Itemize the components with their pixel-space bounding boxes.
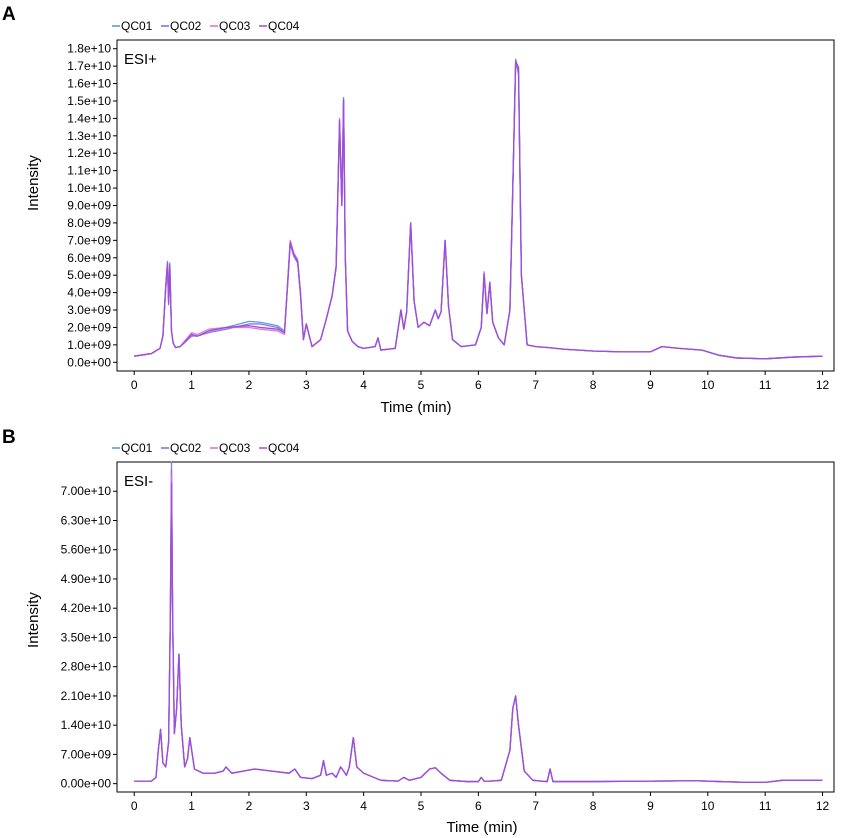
x-tick-label: 0	[131, 378, 138, 392]
x-tick-label: 2	[246, 799, 253, 813]
legend-entry: QC03	[219, 441, 251, 455]
y-tick-label: 1.40e+10	[61, 718, 112, 732]
legend-entry: QC01	[121, 19, 153, 33]
x-axis: 0 1 2 3 4 5 6 7 8 9 10 11 12	[131, 792, 830, 813]
legend-entry: QC02	[170, 19, 202, 33]
x-tick-label: 1	[188, 799, 195, 813]
y-tick-label: 1.5e+10	[67, 94, 111, 108]
x-tick-label: 7	[532, 378, 539, 392]
y-tick-label: 8.0e+09	[67, 216, 111, 230]
y-tick-label: 6.30e+10	[61, 513, 112, 527]
panel-label: A	[2, 4, 16, 25]
y-tick-label: 7.0e+09	[67, 233, 111, 247]
plot-frame	[116, 39, 835, 372]
panel-a: A QC01 QC02 QC03 QC04 ESI+ 0.0e+00 1.0e+09 2.…	[2, 4, 835, 416]
x-tick-label: 0	[131, 799, 138, 813]
series-line-qc02	[134, 62, 823, 360]
x-tick-label: 3	[303, 799, 310, 813]
legend-entry: QC01	[121, 441, 153, 455]
legend: QC01 QC02 QC03 QC04	[112, 441, 300, 455]
y-tick-label: 2.10e+10	[61, 689, 112, 703]
series-line-qc04	[134, 60, 823, 360]
series-line-qc01	[134, 58, 823, 360]
x-tick-label: 8	[590, 378, 597, 392]
y-tick-label: 4.20e+10	[61, 601, 112, 615]
x-tick-label: 1	[188, 378, 195, 392]
y-tick-label: 1.4e+10	[67, 111, 111, 125]
x-tick-label: 5	[418, 378, 425, 392]
y-tick-label: 1.7e+10	[67, 59, 111, 73]
x-tick-label: 12	[816, 799, 830, 813]
x-tick-label: 6	[475, 799, 482, 813]
y-tick-label: 3.0e+09	[67, 303, 111, 317]
ionization-mode-label: ESI+	[124, 51, 157, 68]
x-tick-label: 10	[701, 378, 715, 392]
y-tick-label: 7.00e+10	[61, 484, 112, 498]
legend-entry: QC04	[268, 19, 300, 33]
y-tick-label: 5.0e+09	[67, 268, 111, 282]
y-tick-label: 3.50e+10	[61, 630, 112, 644]
x-tick-label: 10	[701, 799, 715, 813]
x-tick-label: 11	[759, 378, 772, 392]
series-line-qc01	[134, 469, 823, 784]
y-tick-label: 2.80e+10	[61, 660, 112, 674]
panel-label: B	[2, 427, 16, 448]
y-tick-label: 0.00e+00	[61, 777, 112, 791]
x-tick-label: 5	[418, 799, 425, 813]
series-line-qc02	[134, 461, 823, 784]
y-axis-title: Intensity	[25, 155, 42, 211]
y-tick-label: 1.0e+09	[67, 338, 111, 352]
traces	[134, 461, 823, 784]
x-tick-label: 12	[816, 378, 830, 392]
y-tick-label: 1.2e+10	[67, 146, 111, 160]
x-tick-label: 3	[303, 378, 310, 392]
y-tick-label: 5.60e+10	[61, 543, 112, 557]
x-tick-label: 4	[360, 799, 367, 813]
series-line-qc03	[134, 473, 823, 784]
x-axis-title: Time (min)	[380, 399, 451, 416]
x-tick-label: 4	[360, 378, 367, 392]
y-tick-label: 7.00e+09	[61, 747, 112, 761]
y-tick-label: 1.8e+10	[67, 42, 111, 56]
y-tick-label: 9.0e+09	[67, 199, 111, 213]
x-axis: 0 1 2 3 4 5 6 7 8 9 10 11 12	[131, 371, 830, 392]
y-tick-label: 4.90e+10	[61, 572, 112, 586]
legend-entry: QC02	[170, 441, 202, 455]
y-tick-label: 1.3e+10	[67, 129, 111, 143]
legend-entry: QC03	[219, 19, 251, 33]
traces	[134, 58, 823, 360]
x-tick-label: 11	[759, 799, 772, 813]
y-tick-label: 1.0e+10	[67, 181, 111, 195]
x-tick-label: 9	[647, 378, 654, 392]
series-line-qc03	[134, 65, 823, 360]
x-tick-label: 2	[246, 378, 253, 392]
y-tick-label: 1.1e+10	[67, 164, 111, 178]
y-tick-label: 0.0e+00	[67, 355, 111, 369]
y-axis: 0.0e+00 1.0e+09 2.0e+09 3.0e+09 4.0e+09 5.0e+…	[67, 42, 117, 369]
y-axis-title: Intensity	[25, 592, 42, 648]
x-tick-label: 9	[647, 799, 654, 813]
x-tick-label: 8	[590, 799, 597, 813]
y-tick-label: 6.0e+09	[67, 251, 111, 265]
legend: QC01 QC02 QC03 QC04	[112, 19, 300, 33]
x-tick-label: 7	[532, 799, 539, 813]
y-tick-label: 4.0e+09	[67, 286, 111, 300]
plot-frame	[116, 461, 835, 793]
legend-entry: QC04	[268, 441, 300, 455]
x-tick-label: 6	[475, 378, 482, 392]
series-line-qc04	[134, 482, 823, 784]
y-tick-label: 2.0e+09	[67, 320, 111, 334]
panel-b: B QC01 QC02 QC03 QC04 ESI- 0.00e+00 7.00e+09…	[2, 427, 835, 836]
x-axis-title: Time (min)	[446, 819, 517, 836]
y-tick-label: 1.6e+10	[67, 77, 111, 91]
ionization-mode-label: ESI-	[124, 473, 153, 490]
y-axis: 0.00e+00 7.00e+09 1.40e+10 2.10e+10 2.80e+10…	[61, 484, 117, 791]
